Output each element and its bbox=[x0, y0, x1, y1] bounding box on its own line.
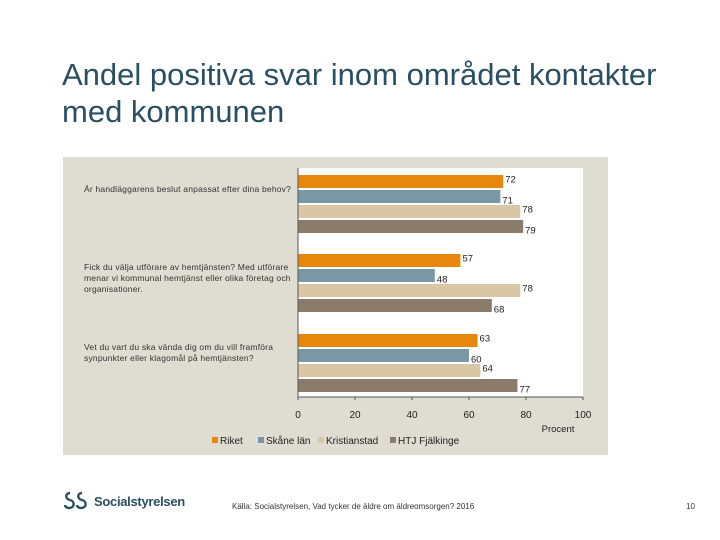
legend-label-1: Skåne län bbox=[266, 435, 310, 447]
bar-0-1 bbox=[298, 190, 501, 203]
bar-0-2 bbox=[298, 205, 521, 218]
legend-swatch-0 bbox=[212, 437, 218, 443]
data-label-2-0: 63 bbox=[480, 334, 491, 345]
x-axis-title: Procent bbox=[542, 424, 575, 435]
legend-label-3: HTJ Fjälkinge bbox=[398, 436, 460, 447]
category-label-1: Fick du välja utförare av hemtjänsten? M… bbox=[84, 262, 291, 294]
legend-label-0: Riket bbox=[220, 436, 243, 447]
legend-swatch-2 bbox=[318, 437, 324, 443]
bar-0-3 bbox=[298, 220, 524, 233]
x-tick-label-5: 100 bbox=[575, 410, 592, 421]
bar-2-2 bbox=[298, 364, 481, 377]
bar-2-0 bbox=[298, 334, 478, 347]
data-label-2-2: 64 bbox=[482, 364, 493, 375]
data-label-2-3: 77 bbox=[519, 385, 530, 396]
data-label-0-1: 71 bbox=[502, 196, 513, 207]
x-tick-label-1: 20 bbox=[349, 410, 361, 421]
page-number: 10 bbox=[686, 502, 695, 511]
data-label-2-1: 60 bbox=[471, 355, 482, 366]
bar-1-0 bbox=[298, 254, 461, 267]
bar-1-3 bbox=[298, 299, 492, 312]
legend-label-2: Kristianstad bbox=[326, 436, 378, 447]
logo-icon bbox=[64, 491, 87, 510]
data-label-0-3: 79 bbox=[525, 226, 536, 237]
bar-1-1 bbox=[298, 269, 435, 282]
data-label-1-2: 78 bbox=[522, 284, 533, 295]
x-tick-label-2: 40 bbox=[406, 410, 418, 421]
source-note: Källa: Socialstyrelsen, Vad tycker de äl… bbox=[232, 502, 475, 511]
logo-text: Socialstyrelsen bbox=[94, 493, 185, 509]
data-label-1-0: 57 bbox=[462, 254, 473, 265]
x-tick-label-4: 80 bbox=[520, 410, 532, 421]
category-label-0: Är handläggarens beslut anpassat efter d… bbox=[84, 184, 292, 194]
bar-0-0 bbox=[298, 175, 504, 188]
data-label-0-0: 72 bbox=[505, 175, 516, 186]
data-label-1-1: 48 bbox=[437, 275, 448, 286]
bar-1-2 bbox=[298, 284, 521, 297]
category-label-2: Vet du vart du ska vända dig om du vill … bbox=[84, 342, 274, 363]
legend-swatch-1 bbox=[258, 437, 264, 443]
legend-swatch-3 bbox=[390, 437, 396, 443]
x-tick-label-0: 0 bbox=[295, 410, 301, 421]
bar-2-1 bbox=[298, 349, 469, 362]
x-tick-label-3: 60 bbox=[463, 410, 475, 421]
page-title: Andel positiva svar inom området kontakt… bbox=[62, 57, 657, 129]
data-label-0-2: 78 bbox=[522, 205, 533, 216]
data-label-1-3: 68 bbox=[494, 305, 505, 316]
socialstyrelsen-logo: Socialstyrelsen bbox=[64, 488, 185, 514]
bar-2-3 bbox=[298, 379, 518, 392]
